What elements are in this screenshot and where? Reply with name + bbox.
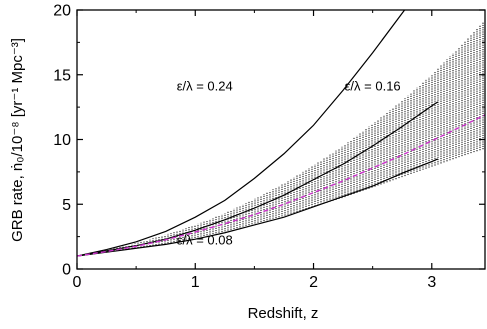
series-lines bbox=[76, 9, 486, 257]
x-tick-label: 1 bbox=[191, 274, 200, 291]
series-line-dashed bbox=[76, 114, 486, 257]
uncertainty-band bbox=[86, 22, 484, 255]
curve-annotation: ε/λ = 0.16 bbox=[345, 78, 401, 93]
x-tick-label: 3 bbox=[427, 274, 436, 291]
x-tick-label: 0 bbox=[73, 274, 82, 291]
series-line-3 bbox=[76, 158, 438, 257]
x-tick-label: 2 bbox=[309, 274, 318, 291]
y-tick-label: 20 bbox=[53, 3, 71, 20]
y-tick-label: 0 bbox=[62, 262, 71, 279]
y-tick-label: 15 bbox=[53, 67, 71, 84]
curve-annotation: ε/λ = 0.24 bbox=[177, 78, 233, 93]
y-axis-title: GRB rate, ṅ₀/10⁻⁸ [yr⁻¹ Mpc⁻³] bbox=[9, 38, 26, 242]
axis-ticks: 0 1 2 3 0 5 10 15 20 bbox=[53, 3, 485, 291]
series-line-1 bbox=[76, 9, 406, 257]
plot-frame bbox=[76, 9, 486, 270]
plot-border bbox=[76, 9, 486, 270]
y-tick-label: 5 bbox=[62, 197, 71, 214]
y-tick-label: 10 bbox=[53, 132, 71, 149]
curve-annotation: ε/λ = 0.08 bbox=[177, 232, 233, 247]
x-axis-title: Redshift, z bbox=[248, 305, 319, 322]
annotations: ε/λ = 0.24 ε/λ = 0.16 ε/λ = 0.08 bbox=[177, 78, 401, 247]
